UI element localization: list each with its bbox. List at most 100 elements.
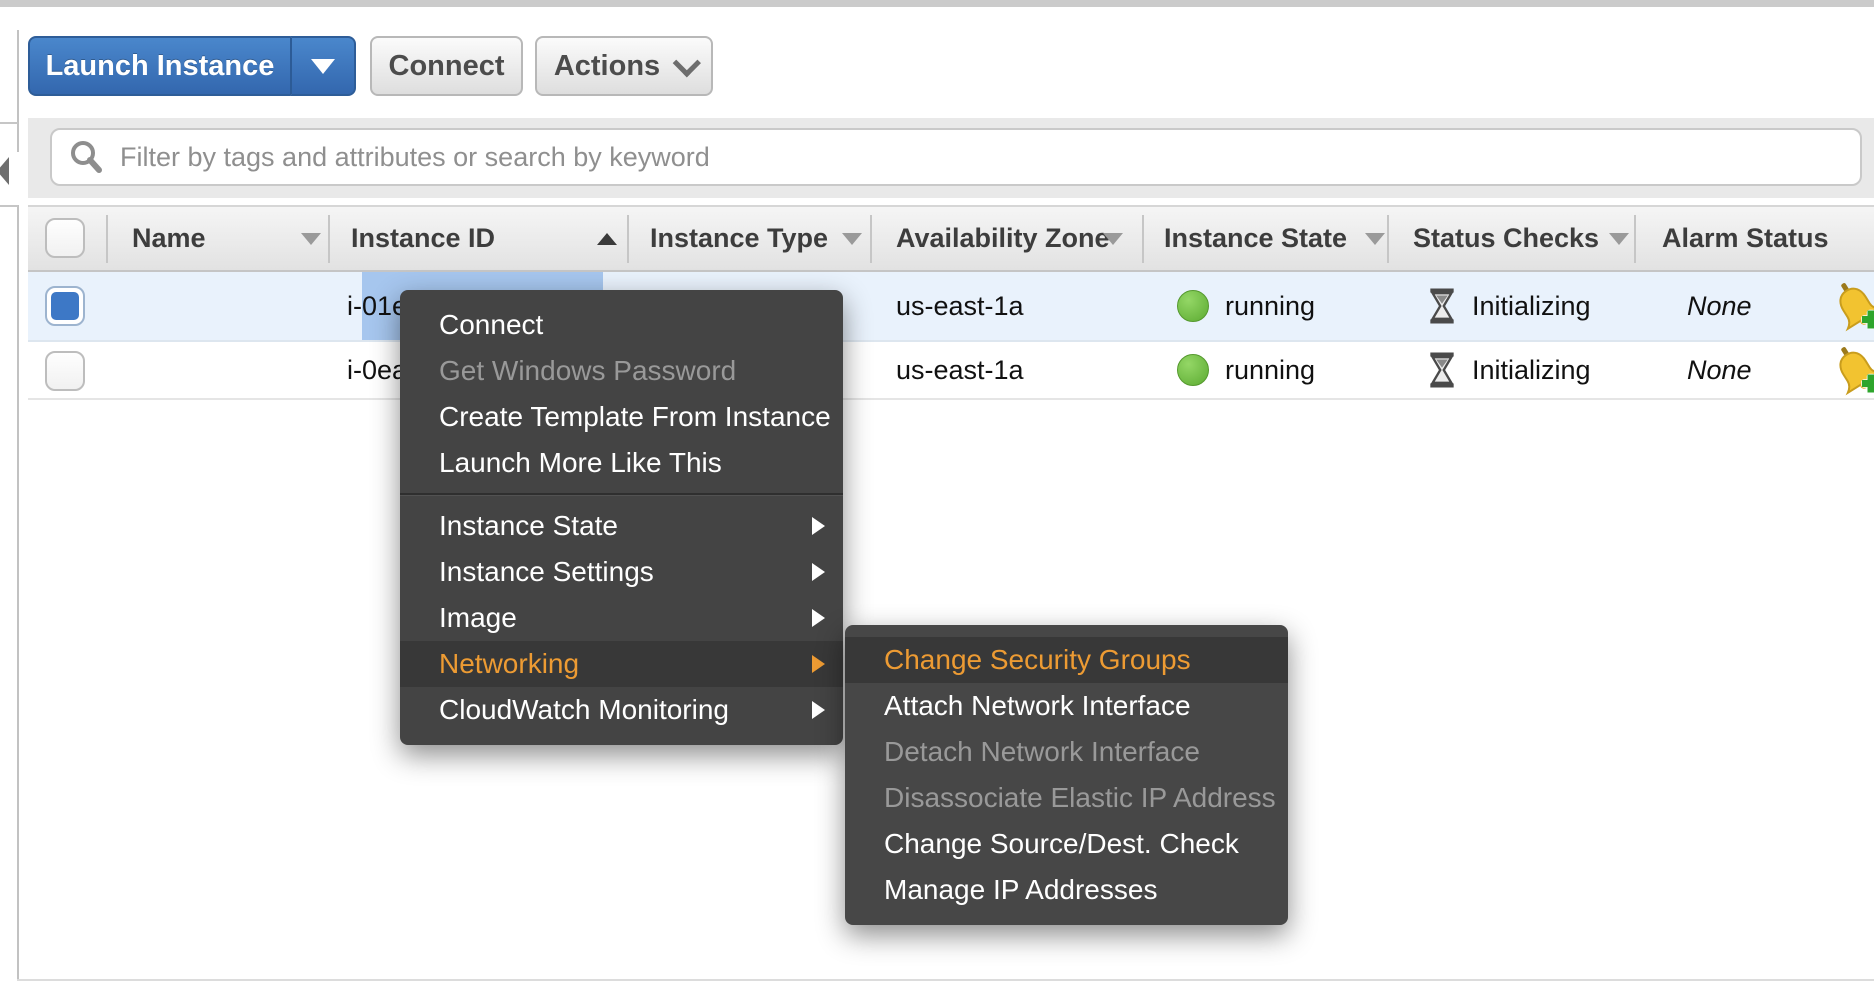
launch-instance-label: Launch Instance — [45, 49, 275, 82]
instance-id-text: i-01e — [347, 290, 408, 321]
column-label: Instance Type — [650, 223, 829, 253]
sidebar-border — [17, 30, 19, 152]
column-header-availability-zone[interactable]: Availability Zone — [896, 207, 1136, 270]
column-header-instance-type[interactable]: Instance Type — [650, 207, 865, 270]
dropdown-arrow-icon — [311, 58, 335, 74]
checkbox-fill — [51, 292, 79, 320]
status-text: Initializing — [1472, 290, 1591, 321]
top-nav-strip — [0, 0, 1874, 7]
select-all-checkbox[interactable] — [45, 218, 85, 258]
state-text: running — [1225, 290, 1316, 321]
menu-item-image[interactable]: Image — [400, 595, 843, 641]
row-checkbox[interactable] — [45, 351, 85, 391]
column-divider — [1142, 215, 1144, 263]
status-checks-cell: Initializing — [1428, 342, 1591, 398]
launch-instance-button[interactable]: Launch Instance — [28, 36, 290, 96]
menu-item-cloudwatch-monitoring[interactable]: CloudWatch Monitoring — [400, 687, 843, 733]
menu-item-label: Networking — [439, 648, 580, 679]
search-box[interactable] — [50, 128, 1862, 186]
menu-item-connect[interactable]: Connect — [439, 309, 544, 340]
networking-submenu: Change Security Groups Attach Network In… — [845, 625, 1288, 925]
submenu-item-change-security-groups[interactable]: Change Security Groups — [845, 637, 1288, 683]
column-label: Alarm Status — [1662, 223, 1829, 253]
actions-button[interactable]: Actions — [535, 36, 713, 96]
table-header: Name Instance ID Instance Type Availabil… — [28, 205, 1874, 272]
instance-context-menu: Connect Get Windows Password Create Temp… — [400, 290, 843, 745]
instance-state-cell: running — [1177, 272, 1315, 340]
hourglass-icon — [1430, 352, 1454, 388]
alarm-status-cell: None — [1687, 342, 1752, 398]
sort-caret-icon — [842, 233, 862, 245]
launch-instance-dropdown-button[interactable] — [290, 36, 356, 96]
running-state-dot-icon — [1177, 290, 1209, 322]
menu-item-networking[interactable]: Networking — [400, 641, 843, 687]
column-divider — [627, 215, 629, 263]
availability-zone-cell: us-east-1a — [896, 342, 1024, 398]
alarm-text: None — [1687, 354, 1752, 385]
column-divider — [106, 215, 108, 263]
column-label: Availability Zone — [896, 223, 1110, 253]
menu-item-label: CloudWatch Monitoring — [439, 694, 729, 725]
menu-item-label: Instance Settings — [439, 556, 654, 587]
column-label: Instance ID — [351, 223, 496, 253]
submenu-arrow-icon — [812, 609, 825, 627]
running-state-dot-icon — [1177, 354, 1209, 386]
submenu-arrow-icon — [812, 701, 825, 719]
column-label: Name — [132, 223, 206, 253]
table-row[interactable]: i-01e us-east-1a running Initializing No… — [28, 272, 1874, 342]
column-header-instance-state[interactable]: Instance State — [1164, 207, 1394, 270]
sidebar-divider — [0, 205, 18, 207]
submenu-arrow-icon — [812, 655, 825, 673]
submenu-item-attach-network-interface[interactable]: Attach Network Interface — [884, 690, 1191, 721]
column-label: Instance State — [1164, 223, 1348, 253]
alarm-status-cell: None — [1687, 272, 1752, 340]
filter-search-input[interactable] — [118, 140, 1860, 174]
column-divider — [870, 215, 872, 263]
sort-caret-icon — [1103, 233, 1123, 245]
filter-toolbar — [28, 118, 1874, 198]
alarm-text: None — [1687, 290, 1752, 321]
sort-caret-icon — [1609, 233, 1629, 245]
submenu-item-detach-network-interface: Detach Network Interface — [884, 736, 1200, 767]
menu-item-instance-state[interactable]: Instance State — [400, 503, 843, 549]
connect-button[interactable]: Connect — [370, 36, 523, 96]
menu-item-create-template-from-instance[interactable]: Create Template From Instance — [439, 401, 831, 432]
table-row[interactable]: i-0ea us-east-1a running Initializing No… — [28, 342, 1874, 400]
column-header-instance-id[interactable]: Instance ID — [351, 207, 621, 270]
submenu-arrow-icon — [812, 517, 825, 535]
search-icon — [71, 141, 102, 173]
create-alarm-bell-icon[interactable] — [1828, 278, 1874, 334]
availability-zone-cell: us-east-1a — [896, 272, 1024, 340]
content-bottom-border — [17, 979, 1874, 981]
submenu-arrow-icon — [812, 563, 825, 581]
sort-caret-icon — [597, 233, 617, 245]
status-checks-cell: Initializing — [1428, 272, 1591, 340]
sort-caret-icon — [1365, 233, 1385, 245]
sidebar-collapse-arrow[interactable] — [0, 157, 9, 185]
create-alarm-bell-icon[interactable] — [1828, 342, 1874, 398]
menu-item-instance-settings[interactable]: Instance Settings — [400, 549, 843, 595]
az-text: us-east-1a — [896, 290, 1024, 321]
sidebar-border — [17, 205, 19, 979]
menu-divider — [400, 493, 843, 496]
submenu-item-change-source-dest-check[interactable]: Change Source/Dest. Check — [884, 828, 1239, 859]
instance-id-cell: i-01e — [347, 272, 407, 340]
state-text: running — [1225, 354, 1316, 385]
menu-item-get-windows-password: Get Windows Password — [439, 355, 737, 386]
az-text: us-east-1a — [896, 354, 1024, 385]
row-checkbox[interactable] — [45, 286, 85, 326]
submenu-item-manage-ip-addresses[interactable]: Manage IP Addresses — [884, 874, 1158, 905]
column-header-name[interactable]: Name — [132, 207, 327, 270]
submenu-item-disassociate-elastic-ip-address: Disassociate Elastic IP Address — [884, 782, 1276, 813]
menu-item-label: Image — [439, 602, 517, 633]
instance-id-text: i-0ea — [347, 354, 408, 385]
menu-item-launch-more-like-this[interactable]: Launch More Like This — [439, 447, 722, 478]
instance-state-cell: running — [1177, 342, 1315, 398]
column-header-status-checks[interactable]: Status Checks — [1413, 207, 1638, 270]
column-label: Status Checks — [1413, 223, 1600, 253]
connect-label: Connect — [388, 49, 505, 82]
column-divider — [1387, 215, 1389, 263]
column-header-alarm-status[interactable]: Alarm Status — [1662, 207, 1862, 270]
instance-id-cell: i-0ea — [347, 342, 407, 398]
